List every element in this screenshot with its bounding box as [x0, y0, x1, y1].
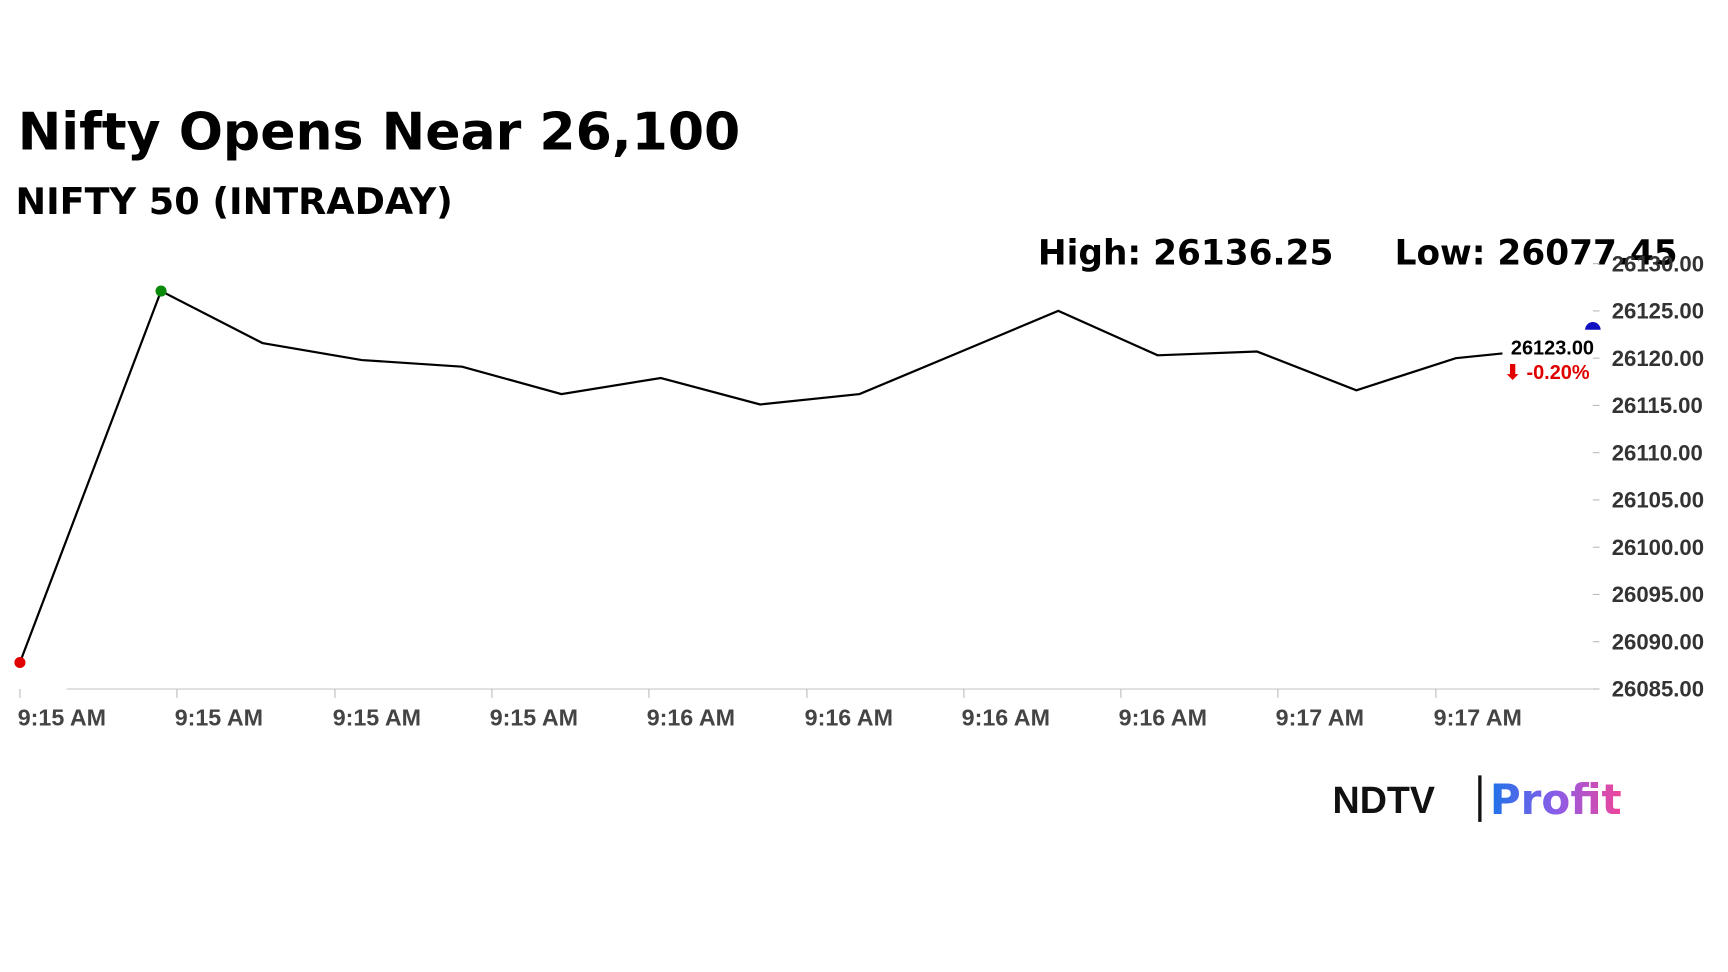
y-tick-label: 26125.00 [1612, 299, 1704, 324]
y-tick-label: 26100.00 [1612, 535, 1704, 560]
x-tick-label: 9:17 AM [1434, 705, 1522, 731]
last-price-label: 26123.00 [1511, 337, 1594, 359]
x-tick-label: 9:16 AM [1119, 705, 1207, 731]
y-tick-label: 26090.00 [1612, 629, 1704, 654]
x-tick-label: 9:15 AM [18, 705, 106, 731]
y-tick-label: 26110.00 [1612, 440, 1703, 465]
chart-title: Nifty Opens Near 26,100 [18, 103, 741, 163]
chart-subtitle: NIFTY 50 (INTRADAY) [16, 180, 453, 223]
low-label: Low: 26077.45 [1395, 234, 1678, 274]
change-label: ⬇ -0.20% [1504, 362, 1590, 384]
last-price-marker [1585, 322, 1601, 330]
brand: NDTV Profit [1333, 775, 1622, 824]
high-label: High: 26136.25 [1038, 234, 1333, 274]
y-tick-label: 26115.00 [1612, 393, 1703, 418]
x-tick-label: 9:17 AM [1276, 705, 1364, 731]
y-tick-label: 26120.00 [1612, 346, 1704, 371]
y-tick-label: 26095.00 [1612, 582, 1704, 607]
high-dot [155, 285, 167, 297]
x-tick-label: 9:16 AM [805, 705, 893, 731]
x-tick-label: 9:15 AM [490, 705, 578, 731]
price-line [18, 289, 1503, 663]
y-tick-label: 26085.00 [1612, 677, 1704, 702]
x-tick-label: 9:15 AM [333, 705, 421, 731]
y-tick-label: 26130.00 [1612, 251, 1704, 276]
x-tick-label: 9:15 AM [175, 705, 263, 731]
y-tick-label: 26105.00 [1612, 488, 1704, 513]
x-tick-label: 9:16 AM [647, 705, 735, 731]
x-tick-label: 9:16 AM [962, 705, 1050, 731]
brand-profit: Profit [1490, 775, 1622, 824]
brand-ndtv: NDTV [1333, 779, 1436, 821]
open-dot [14, 656, 26, 669]
